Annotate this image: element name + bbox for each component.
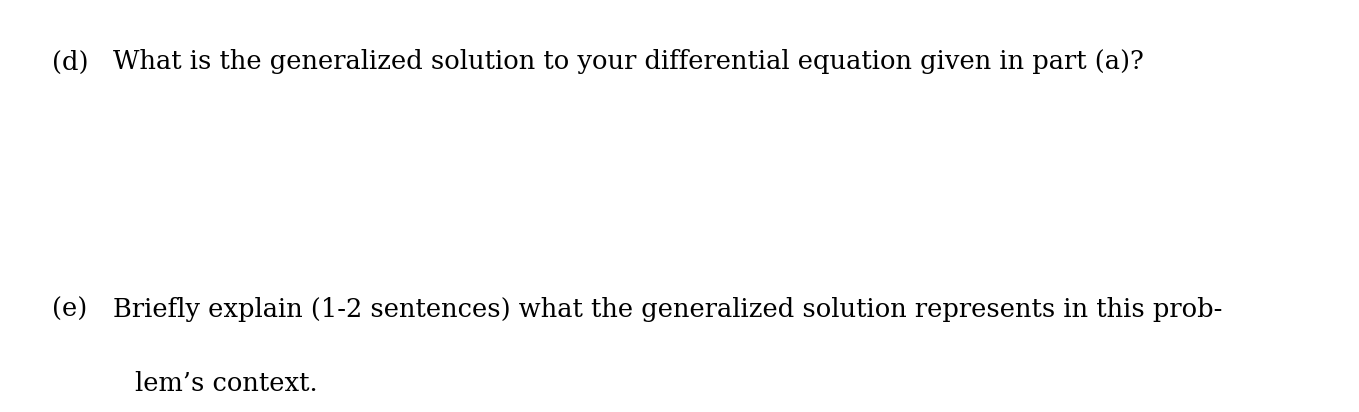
Text: What is the generalized solution to your differential equation given in part (a): What is the generalized solution to your… <box>113 49 1144 75</box>
Text: (d): (d) <box>52 49 88 75</box>
Text: Briefly explain (1-2 sentences) what the generalized solution represents in this: Briefly explain (1-2 sentences) what the… <box>113 297 1222 322</box>
Text: lem’s context.: lem’s context. <box>135 371 317 396</box>
Text: (e): (e) <box>52 297 87 322</box>
